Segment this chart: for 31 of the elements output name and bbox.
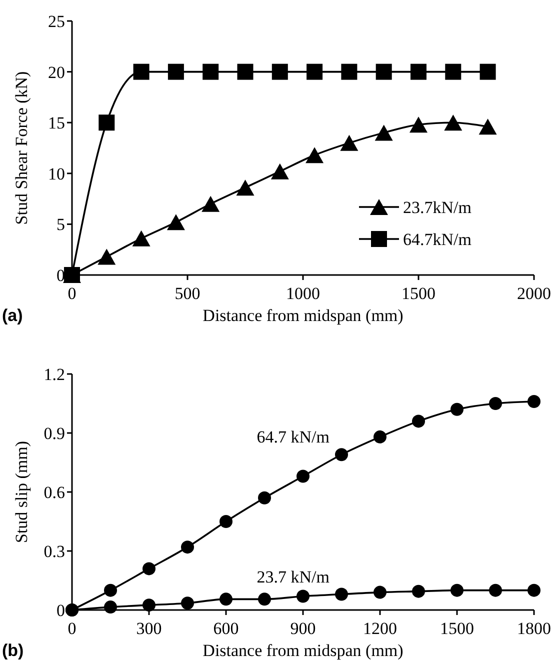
text: (a) — [2, 306, 23, 325]
legend-label: 23.7kN/m — [403, 198, 472, 217]
y-tick-label: 0 — [56, 601, 65, 620]
text: (b) — [2, 641, 24, 660]
y-tick-label: 0 — [56, 266, 65, 285]
y-tick-label: 25 — [48, 12, 65, 31]
x-axis-title: Distance from midspan (mm) — [202, 306, 404, 325]
x-tick-label: 1500 — [440, 619, 474, 638]
x-tick-label: 1800 — [517, 619, 551, 638]
y-tick-label: 5 — [56, 215, 65, 234]
x-tick-label: 1200 — [363, 619, 397, 638]
y-axis-title: Stud slip (mm) — [12, 440, 31, 544]
legend-label: 64.7kN/m — [403, 230, 472, 249]
y-tick-label: 0.9 — [44, 424, 65, 443]
x-tick-label: 600 — [213, 619, 239, 638]
y-tick-label: 10 — [48, 164, 65, 184]
x-tick-label: 500 — [174, 284, 200, 303]
x-tick-label: 2000 — [517, 284, 551, 303]
series-label: 64.7 kN/m — [256, 428, 330, 447]
x-tick-label: 300 — [136, 619, 162, 638]
x-tick-label: 900 — [290, 619, 316, 638]
y-axis-title: Stud Shear Force (kN) — [12, 71, 31, 225]
x-tick-label: 1500 — [402, 284, 436, 303]
x-tick-label: 1000 — [286, 284, 320, 303]
x-axis-title: Distance from midspan (mm) — [202, 641, 404, 660]
y-tick-label: 15 — [48, 114, 65, 133]
y-tick-label: 0.6 — [44, 483, 65, 502]
y-tick-label: 0.3 — [44, 542, 65, 561]
y-tick-label: 1.2 — [44, 365, 65, 384]
series-label: 23.7 kN/m — [256, 567, 330, 586]
y-tick-label: 20 — [48, 62, 65, 82]
